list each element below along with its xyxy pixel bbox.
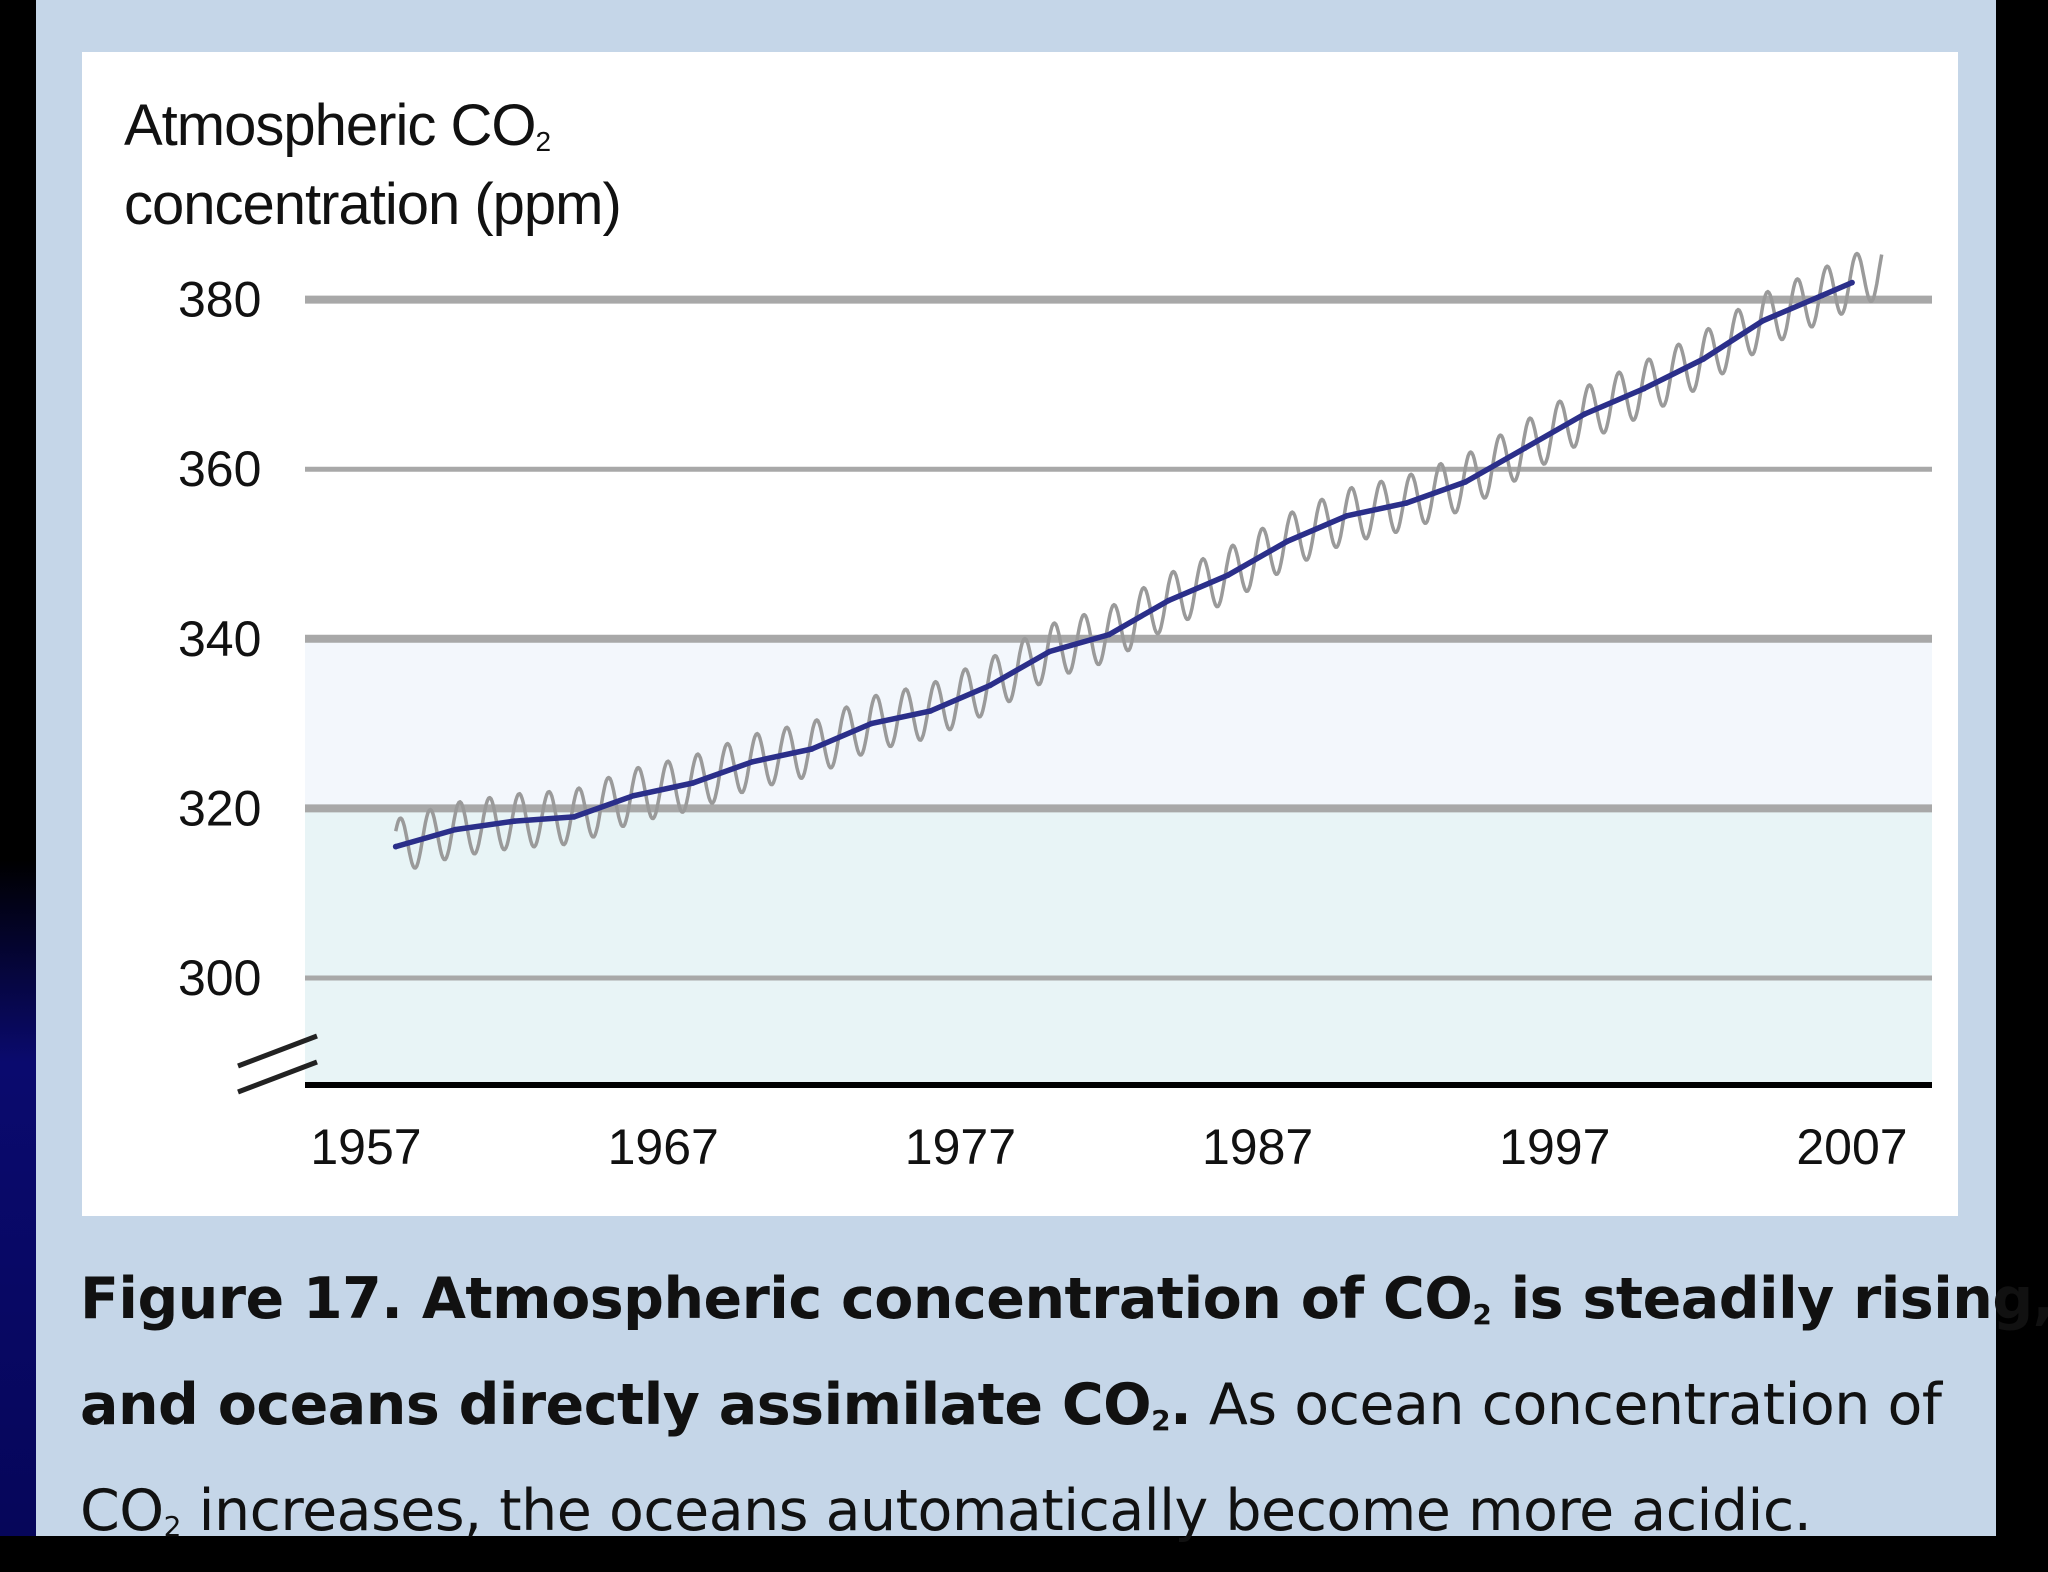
- trend-point: [1106, 631, 1112, 638]
- monthly-co2-line: [393, 251, 1884, 870]
- co2-line-chart: 300 320 340 360 380 1957 1967 1977 1987 1997 2007: [178, 251, 1932, 1175]
- trend-point: [1581, 411, 1588, 417]
- trend-point: [511, 818, 518, 824]
- trend-point: [1344, 513, 1350, 519]
- y-tick-label: 380: [178, 272, 261, 328]
- y-axis-title-line2: concentration (ppm): [124, 172, 622, 237]
- y-tick-label: 340: [178, 611, 261, 667]
- caption-line-1: Figure 17. Atmospheric concentration of …: [80, 1266, 2048, 1332]
- x-tick-label: 2007: [1796, 1119, 1907, 1175]
- trend-point: [987, 682, 993, 689]
- y-tick-label: 360: [178, 441, 261, 497]
- left-accent-gradient: [0, 860, 40, 1536]
- trend-point: [1165, 597, 1172, 604]
- figure-panel: Atmospheric CO2 concentration (ppm) 300 3…: [36, 0, 2048, 1544]
- x-tick-label: 1957: [310, 1119, 421, 1175]
- shade-band-lower: [305, 808, 1932, 1085]
- annual-mean-co2-line: [392, 279, 1855, 850]
- caption-line-2: and oceans directly assimilate CO2. As o…: [80, 1372, 1942, 1438]
- trend-point: [1641, 385, 1647, 392]
- plot-card: Atmospheric CO2 concentration (ppm) 300 3…: [82, 52, 1958, 1216]
- trend-point: [1225, 572, 1231, 578]
- trend-point: [1849, 279, 1855, 286]
- y-tick-label: 320: [178, 780, 261, 836]
- trend-point: [927, 708, 934, 714]
- y-axis-title-line1: Atmospheric CO2: [124, 93, 551, 158]
- trend-point: [1462, 479, 1469, 485]
- axis-break-mark: [237, 1059, 318, 1095]
- x-tick-label: 1987: [1202, 1119, 1313, 1175]
- trend-point: [392, 843, 399, 850]
- trend-point: [452, 826, 459, 833]
- trend-point: [1700, 356, 1707, 362]
- trend-point: [1760, 318, 1766, 324]
- trend-point: [868, 720, 874, 727]
- trend-point: [571, 814, 577, 820]
- axis-break-mark: [237, 1033, 318, 1069]
- trend-point: [630, 792, 637, 799]
- caption-line-3: CO2 increases, the oceans automatically …: [80, 1478, 1812, 1544]
- trend-point: [1819, 292, 1826, 299]
- trend-point: [1522, 445, 1528, 451]
- trend-point: [1284, 538, 1291, 545]
- trend-point: [749, 759, 756, 765]
- y-tick-label: 300: [178, 950, 261, 1006]
- x-tick-label: 1967: [608, 1119, 719, 1175]
- trend-point: [809, 746, 815, 752]
- figure-caption: Figure 17. Atmospheric concentration of …: [80, 1254, 2048, 1572]
- x-tick-label: 1977: [905, 1119, 1016, 1175]
- shade-band-upper: [305, 638, 1932, 809]
- trend-point: [690, 780, 696, 786]
- trend-point: [1046, 648, 1053, 655]
- trend-point: [1403, 500, 1409, 506]
- x-tick-label: 1997: [1499, 1119, 1610, 1175]
